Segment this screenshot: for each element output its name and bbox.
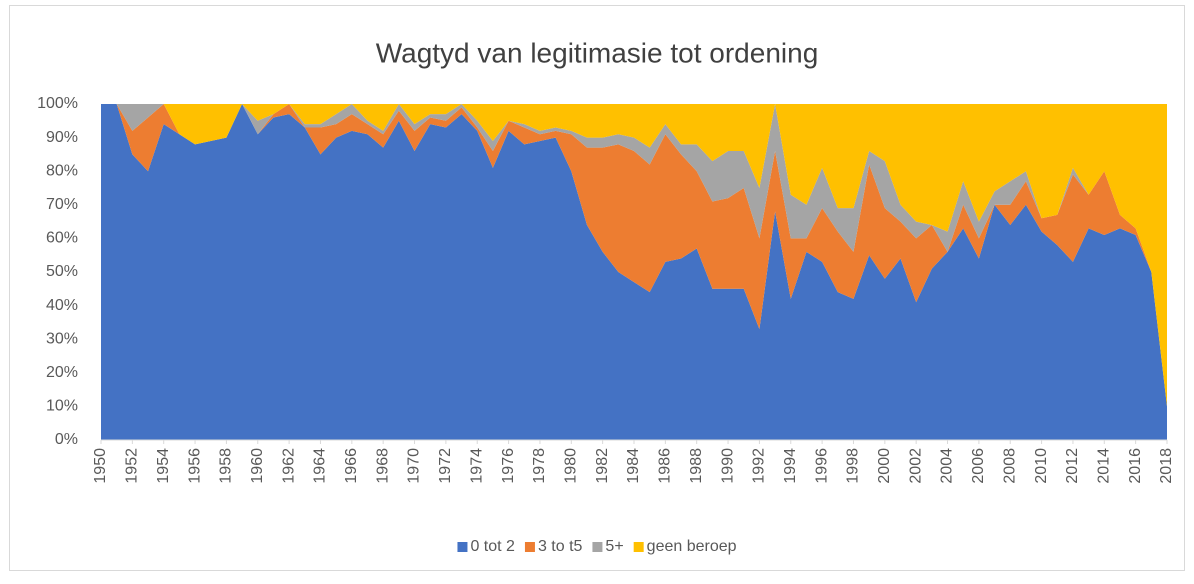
legend: 0 tot 2 3 to t5 5+ geen beroep	[457, 538, 737, 555]
legend-swatch	[457, 542, 468, 552]
y-tick-label: 30%	[46, 330, 78, 347]
x-tick-label: 1982	[594, 448, 611, 484]
x-tick-label: 2010	[1033, 448, 1050, 484]
x-tick-label: 1986	[657, 448, 674, 484]
legend-item: 0 tot 2	[457, 538, 515, 555]
x-tick-label: 1968	[374, 448, 391, 484]
x-tick-label: 1996	[813, 448, 830, 484]
x-tick-label: 1962	[280, 448, 297, 484]
x-tick-label: 2018	[1158, 448, 1175, 484]
x-tick-label: 1956	[186, 448, 203, 484]
x-tick-label: 1952	[124, 448, 141, 484]
y-tick-label: 60%	[46, 230, 78, 247]
x-tick-label: 1998	[845, 448, 862, 484]
legend-label: 3 to t5	[538, 538, 583, 555]
x-tick-label: 1972	[437, 448, 454, 484]
y-tick-label: 90%	[46, 129, 78, 146]
x-tick-label: 1954	[155, 448, 172, 484]
y-tick-label: 10%	[46, 398, 78, 415]
x-tick-label: 1960	[249, 448, 266, 484]
y-tick-label: 40%	[46, 297, 78, 314]
legend-label: 5+	[605, 538, 623, 555]
x-tick-label: 1970	[406, 448, 423, 484]
y-tick-label: 80%	[46, 162, 78, 179]
legend-label: 0 tot 2	[470, 538, 515, 555]
x-tick-label: 1958	[218, 448, 235, 484]
x-tick-label: 2000	[876, 448, 893, 484]
x-tick-label: 1994	[782, 448, 799, 484]
area	[101, 104, 1167, 407]
x-tick-label: 1950	[92, 448, 109, 484]
x-tick-label: 1966	[343, 448, 360, 484]
x-tick-label: 2016	[1127, 448, 1144, 484]
chart-title: Wagtyd van legitimasie tot ordening	[376, 37, 819, 68]
legend-swatch	[524, 542, 535, 552]
x-tick-label: 1980	[563, 448, 580, 484]
legend-item: 3 to t5	[524, 538, 583, 555]
x-tick-label: 2006	[970, 448, 987, 484]
x-tick-label: 2008	[1001, 448, 1018, 484]
y-tick-label: 0%	[55, 431, 78, 448]
x-tick-label: 1978	[531, 448, 548, 484]
x-tick-label: 1988	[688, 448, 705, 484]
x-tick-label: 2012	[1064, 448, 1081, 484]
y-tick-label: 20%	[46, 364, 78, 381]
plot-area	[101, 104, 1167, 440]
x-tick-label: 1990	[719, 448, 736, 484]
x-tick-label: 1964	[312, 448, 329, 484]
x-tick-label: 1992	[751, 448, 768, 484]
x-tick-label: 2014	[1096, 448, 1113, 484]
legend-swatch	[592, 542, 603, 552]
x-tick-label: 1984	[625, 448, 642, 484]
legend-item: 5+	[592, 538, 624, 555]
area	[101, 104, 1167, 440]
x-tick-label: 1974	[468, 448, 485, 484]
legend-label: geen beroep	[647, 538, 737, 555]
x-tick-label: 2004	[939, 448, 956, 484]
legend-swatch	[633, 542, 644, 552]
y-tick-label: 100%	[37, 95, 78, 112]
y-tick-label: 70%	[46, 196, 78, 213]
x-tick-label: 2002	[907, 448, 924, 484]
y-tick-label: 50%	[46, 263, 78, 280]
legend-item: geen beroep	[633, 538, 737, 555]
x-tick-label: 1976	[500, 448, 517, 484]
area	[101, 104, 1167, 407]
axes: 0% 10% 20% 30% 40% 50% 60% 70% 80% 90% 100% 1950 195…	[37, 95, 1175, 483]
